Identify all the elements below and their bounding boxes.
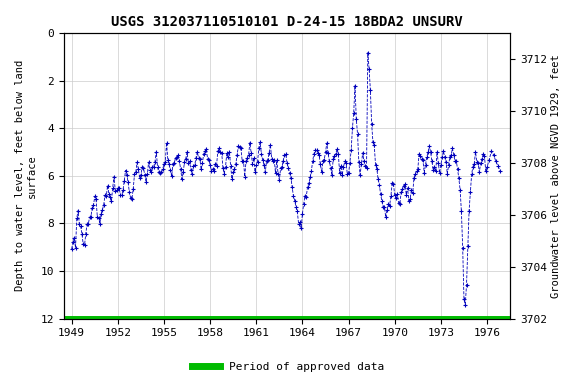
Legend: Period of approved data: Period of approved data <box>188 358 388 377</box>
Y-axis label: Groundwater level above NGVD 1929, feet: Groundwater level above NGVD 1929, feet <box>551 54 561 298</box>
Title: USGS 312037110510101 D-24-15 18BDA2 UNSURV: USGS 312037110510101 D-24-15 18BDA2 UNSU… <box>111 15 463 29</box>
Y-axis label: Depth to water level, feet below land
surface: Depth to water level, feet below land su… <box>15 60 37 291</box>
